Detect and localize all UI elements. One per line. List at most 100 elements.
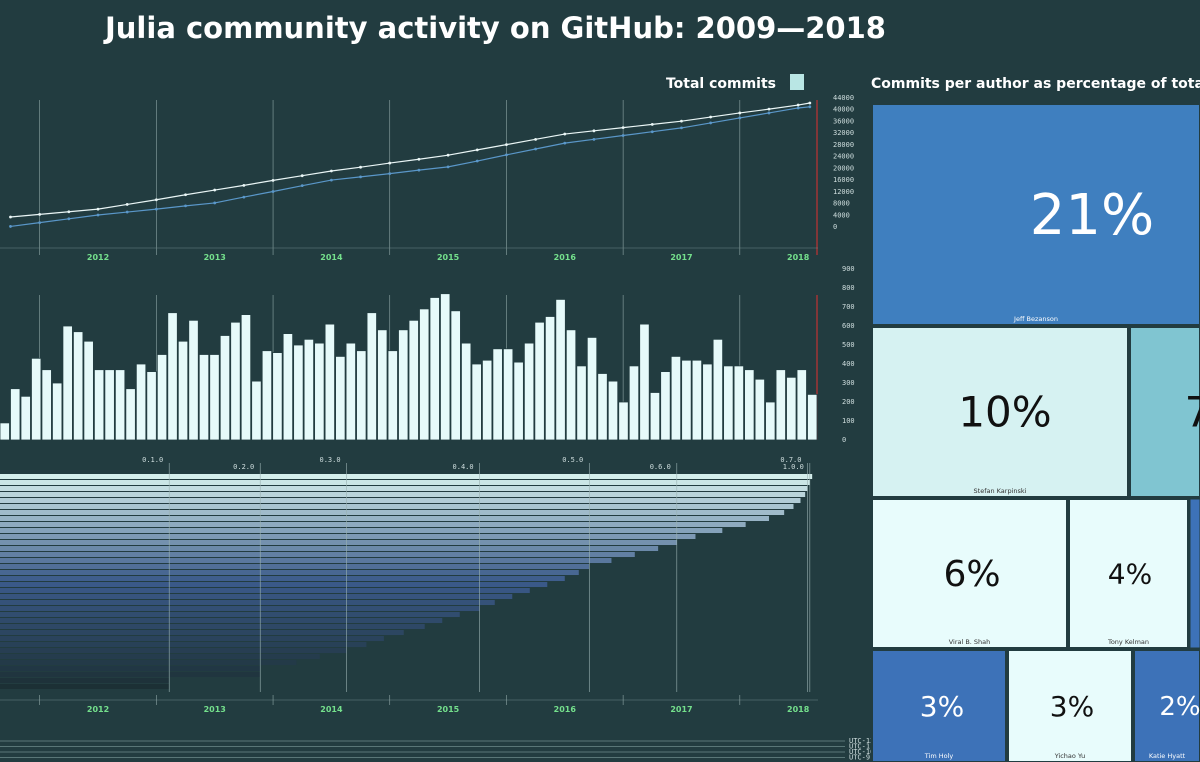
x-tick-label: 2017 bbox=[670, 253, 692, 262]
page-title: Julia community activity on GitHub: 2009… bbox=[103, 11, 886, 45]
point bbox=[709, 121, 713, 125]
release-bar bbox=[0, 492, 806, 497]
point bbox=[534, 147, 538, 151]
y-tick-label: 24000 bbox=[833, 153, 854, 161]
point bbox=[271, 190, 275, 193]
point bbox=[808, 101, 812, 105]
legend-swatch bbox=[790, 74, 804, 90]
treemap-cell bbox=[871, 103, 1200, 326]
bar bbox=[52, 382, 63, 441]
bar bbox=[723, 365, 734, 441]
release-bar bbox=[0, 606, 480, 611]
release-bar bbox=[0, 528, 723, 533]
release-bar bbox=[0, 474, 813, 479]
y-tick-label: 900 bbox=[842, 265, 855, 273]
version-label: 0.2.0 bbox=[233, 463, 254, 471]
bar bbox=[345, 342, 356, 441]
bar bbox=[146, 371, 157, 441]
bar bbox=[10, 388, 21, 441]
treemap-cell bbox=[1007, 649, 1133, 762]
y-tick-label: 800 bbox=[842, 284, 855, 292]
bar bbox=[198, 354, 210, 441]
bar bbox=[62, 325, 73, 441]
point bbox=[300, 174, 304, 178]
bar bbox=[303, 338, 315, 441]
bar bbox=[125, 388, 136, 441]
bar bbox=[691, 359, 703, 441]
treemap-cell bbox=[1129, 326, 1200, 498]
bar bbox=[20, 395, 31, 441]
x-tick-label: 2016 bbox=[554, 253, 577, 262]
treemap-cell bbox=[871, 649, 1007, 762]
y-tick-label: 36000 bbox=[833, 117, 854, 125]
bar bbox=[429, 297, 440, 441]
point bbox=[563, 141, 567, 145]
bar bbox=[419, 308, 430, 441]
point bbox=[534, 137, 538, 141]
bar bbox=[114, 369, 126, 441]
timezone-label: UTC-10 bbox=[849, 748, 874, 756]
release-bar bbox=[0, 612, 460, 617]
point bbox=[271, 178, 275, 182]
point bbox=[563, 132, 567, 136]
y-tick-label: 28000 bbox=[833, 141, 854, 149]
bar bbox=[733, 365, 744, 441]
bar bbox=[167, 312, 178, 441]
bar bbox=[398, 329, 409, 441]
x-tick-label: 2013 bbox=[204, 253, 226, 262]
bar bbox=[702, 363, 713, 441]
release-bar bbox=[0, 522, 746, 527]
bar bbox=[628, 365, 640, 441]
point bbox=[67, 210, 71, 214]
x-tick-label: 2012 bbox=[87, 705, 109, 714]
bar bbox=[576, 365, 587, 441]
bar bbox=[219, 335, 231, 441]
version-label: 0.6.0 bbox=[650, 463, 671, 471]
release-bar bbox=[0, 540, 677, 545]
bar bbox=[230, 321, 241, 441]
point bbox=[242, 195, 246, 199]
cell-name-label: Katie Hyatt bbox=[1149, 752, 1186, 760]
point bbox=[767, 107, 771, 111]
release-bar bbox=[0, 516, 769, 521]
version-label: 0.4.0 bbox=[453, 463, 474, 471]
y-tick-label: 0 bbox=[842, 436, 846, 444]
bar bbox=[712, 338, 724, 441]
point bbox=[184, 193, 187, 197]
y-tick-label: 700 bbox=[842, 303, 855, 311]
bar bbox=[649, 392, 661, 441]
point bbox=[796, 103, 800, 107]
release-bar bbox=[0, 684, 170, 689]
treemap-cell bbox=[871, 326, 1129, 498]
bar bbox=[188, 319, 199, 441]
cell-name-label: Yichao Yu bbox=[1054, 752, 1086, 760]
release-bar bbox=[0, 486, 808, 491]
point bbox=[125, 203, 129, 206]
point bbox=[154, 207, 158, 211]
point bbox=[446, 165, 450, 169]
bar bbox=[209, 354, 220, 441]
release-bar bbox=[0, 666, 261, 671]
release-bar bbox=[0, 504, 794, 509]
bar bbox=[356, 350, 367, 441]
bar bbox=[251, 380, 262, 441]
bar bbox=[387, 350, 398, 441]
bar bbox=[83, 340, 94, 441]
point bbox=[680, 119, 683, 123]
release-bar bbox=[0, 582, 548, 587]
point bbox=[300, 184, 304, 188]
bar bbox=[482, 359, 493, 441]
bar bbox=[618, 401, 629, 441]
bar bbox=[156, 354, 168, 441]
cell-name-label: Viral B. Shah bbox=[949, 638, 991, 646]
bar bbox=[492, 348, 503, 441]
cell-value-label: 21% bbox=[1030, 183, 1154, 248]
bar bbox=[513, 361, 524, 441]
y-tick-label: 16000 bbox=[833, 176, 854, 184]
release-bar bbox=[0, 630, 404, 635]
x-tick-label: 2015 bbox=[437, 253, 460, 262]
point bbox=[592, 137, 596, 141]
point bbox=[38, 212, 42, 216]
x-tick-label: 2018 bbox=[787, 705, 810, 714]
release-bar bbox=[0, 558, 612, 563]
